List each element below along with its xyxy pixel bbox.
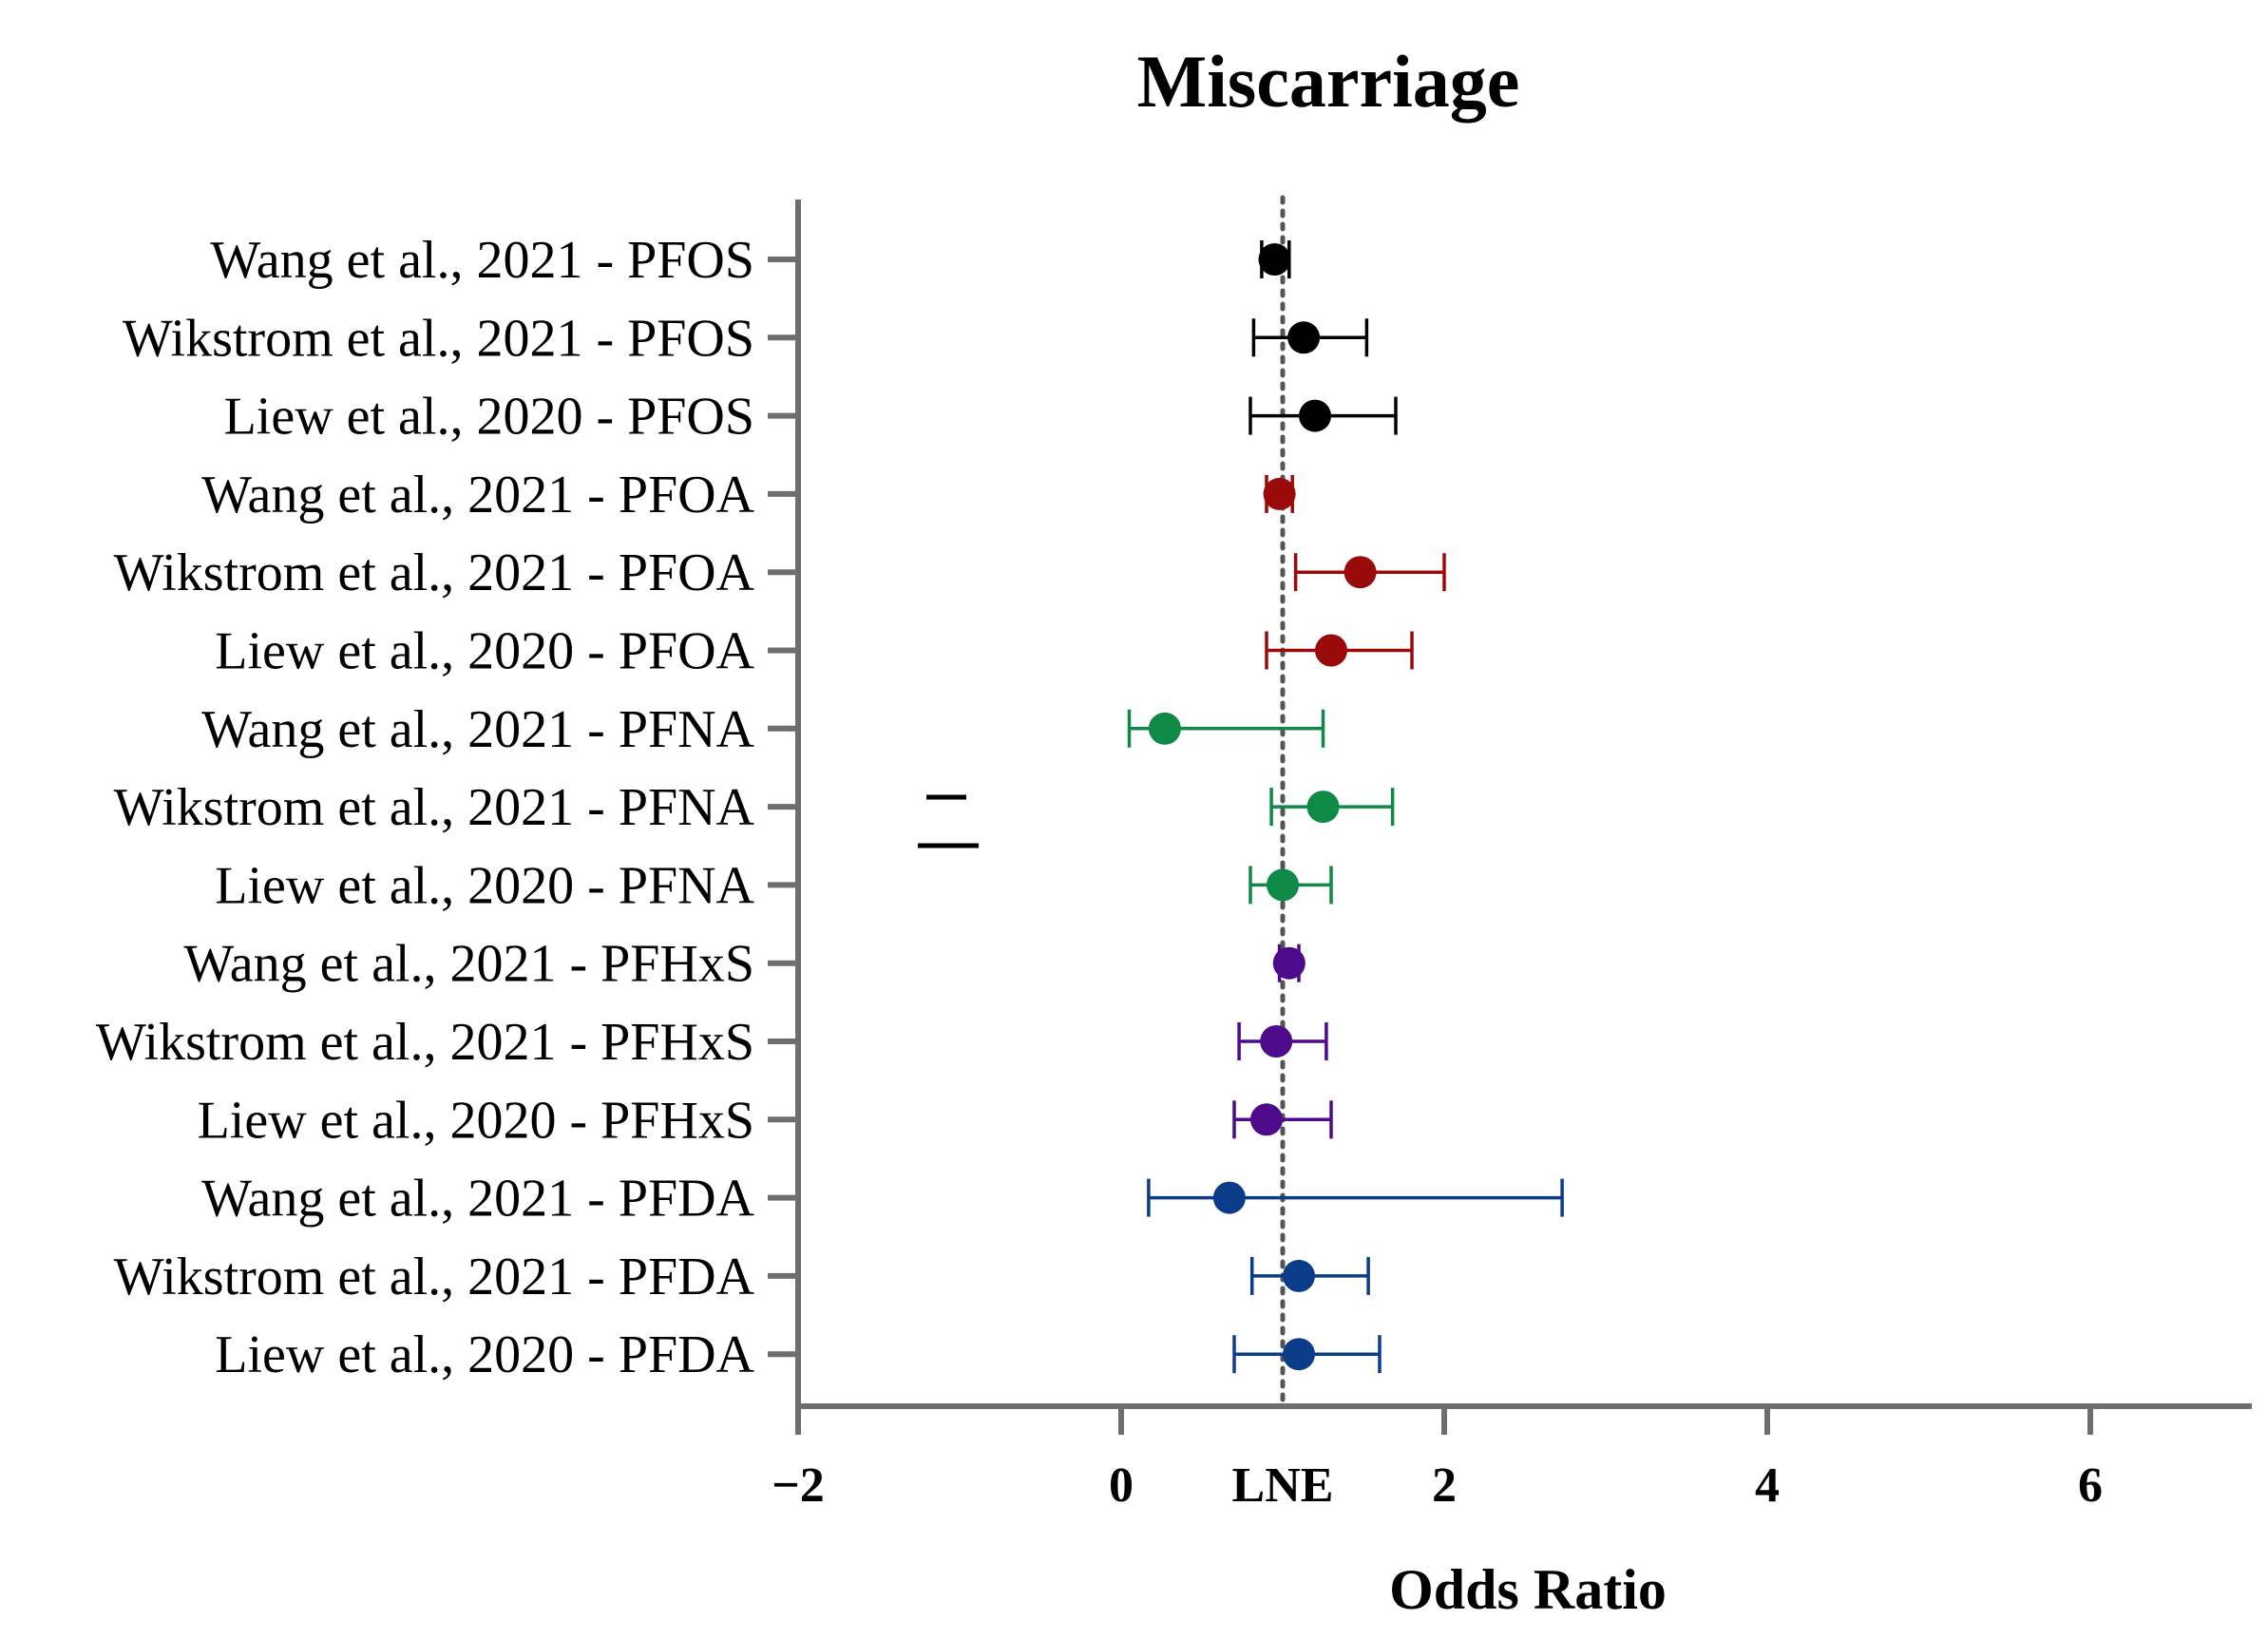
row-label: Wikstrom et al., 2021 - PFOA xyxy=(114,543,755,602)
forest-row xyxy=(1265,631,1414,670)
forest-row xyxy=(1258,240,1291,278)
chart-title: Miscarriage xyxy=(1137,40,1520,123)
row-label: Liew et al., 2020 - PFOA xyxy=(215,622,754,681)
row-label: Wang et al., 2021 - PFOA xyxy=(201,466,754,524)
row-label: Wikstrom et al., 2021 - PFDA xyxy=(114,1248,755,1306)
x-tick-label: −2 xyxy=(772,1458,825,1513)
row-label: Liew et al., 2020 - PFOS xyxy=(224,388,754,447)
forest-row xyxy=(1232,1335,1382,1374)
row-label: Wang et al., 2021 - PFNA xyxy=(201,700,754,759)
row-label: Liew et al., 2020 - PFDA xyxy=(215,1325,754,1384)
forest-row xyxy=(1237,1022,1328,1060)
odds-ratio-point xyxy=(1287,321,1321,354)
forest-row xyxy=(1127,709,1325,748)
odds-ratio-point xyxy=(1283,1338,1315,1371)
odds-ratio-point xyxy=(1212,1181,1246,1214)
forest-row xyxy=(1251,318,1369,357)
row-label: Liew et al., 2020 - PFHxS xyxy=(198,1091,754,1150)
row-labels: Wang et al., 2021 - PFOS Wikstrom et al.,… xyxy=(96,231,755,1384)
row-label: Wikstrom et al., 2021 - PFHxS xyxy=(96,1013,754,1072)
x-ticks xyxy=(795,1406,2093,1435)
x-tick-label: 4 xyxy=(1755,1458,1780,1513)
odds-ratio-point xyxy=(1344,556,1377,589)
x-tick-label: 6 xyxy=(2078,1458,2103,1513)
x-tick-label: 2 xyxy=(1432,1458,1457,1513)
row-label: Wang et al., 2021 - PFOS xyxy=(210,231,754,290)
legend-marks xyxy=(918,794,979,848)
odds-ratio-point xyxy=(1306,791,1340,824)
forest-row xyxy=(1248,866,1333,905)
axes xyxy=(795,200,2252,1409)
x-axis-title: Odds Ratio xyxy=(1389,1558,1667,1621)
odds-ratio-point xyxy=(1299,399,1331,432)
odds-ratio-point xyxy=(1148,712,1181,745)
odds-ratio-point xyxy=(1250,1103,1283,1136)
forest-row xyxy=(1147,1178,1564,1217)
data-marks xyxy=(1127,240,1564,1374)
x-tick-label: LNE xyxy=(1232,1458,1334,1513)
y-ticks xyxy=(768,257,798,1358)
odds-ratio-point xyxy=(1260,1025,1293,1058)
odds-ratio-point xyxy=(1258,243,1291,276)
forest-row xyxy=(1293,553,1446,592)
odds-ratio-point xyxy=(1283,1259,1315,1292)
forest-row xyxy=(1269,788,1395,827)
forest-row xyxy=(1248,396,1398,435)
odds-ratio-point xyxy=(1267,868,1299,902)
odds-ratio-point xyxy=(1272,946,1306,980)
x-tick-label: 0 xyxy=(1109,1458,1134,1513)
forest-row xyxy=(1272,943,1306,982)
row-label: Wang et al., 2021 - PFDA xyxy=(201,1170,754,1229)
row-label: Wang et al., 2021 - PFHxS xyxy=(183,935,754,994)
row-label: Wikstrom et al., 2021 - PFOS xyxy=(123,309,754,368)
odds-ratio-point xyxy=(1315,634,1347,667)
x-tick-labels: −2 0 LNE 2 4 6 xyxy=(772,1458,2103,1513)
forest-row xyxy=(1232,1100,1333,1139)
forest-row xyxy=(1263,474,1296,513)
odds-ratio-point xyxy=(1263,477,1296,510)
forest-row xyxy=(1249,1256,1370,1295)
row-label: Liew et al., 2020 - PFNA xyxy=(215,856,754,915)
row-label: Wikstrom et al., 2021 - PFNA xyxy=(114,778,755,837)
